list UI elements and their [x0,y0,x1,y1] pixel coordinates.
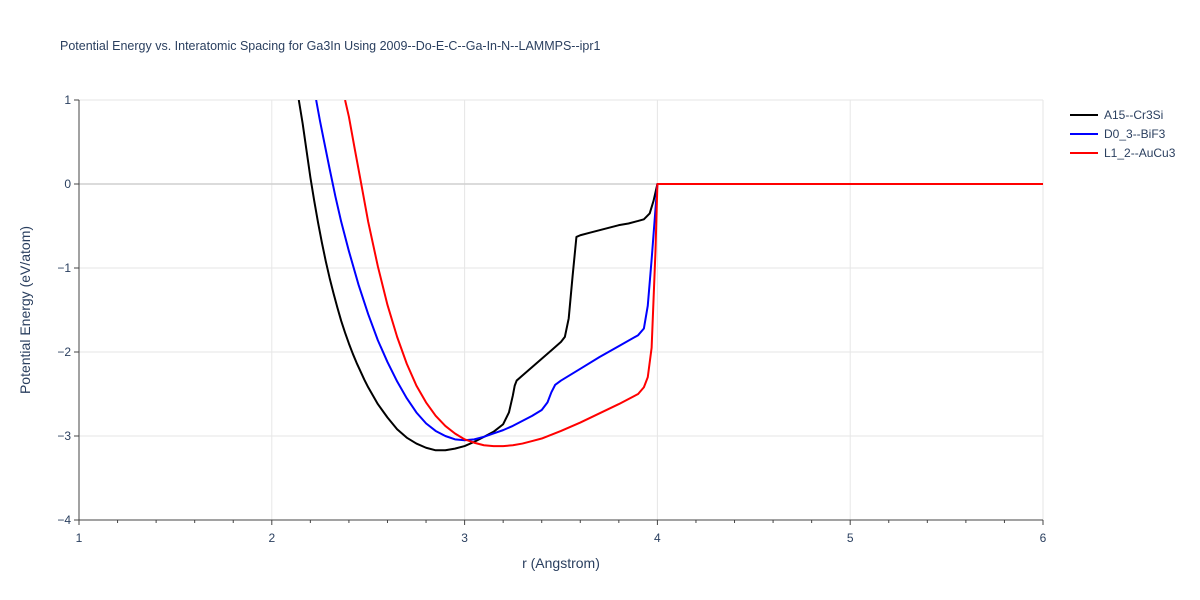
series-line-3 [344,100,1043,448]
y-tick-label: −2 [57,345,71,359]
x-tick-label: 5 [847,531,854,545]
legend-label: L1_2--AuCu3 [1104,146,1176,160]
x-tick-label: 6 [1040,531,1047,545]
plot-area [297,100,1043,452]
y-axis-title: Potential Energy (eV/atom) [17,226,33,394]
y-tick-label: −4 [57,513,71,527]
legend: A15--Cr3Si D0_3--BiF3 L1_2--AuCu3 [1070,108,1176,160]
x-tick-label: 2 [268,531,275,545]
y-axis-ticks: −4 −3 −2 −1 0 1 [57,93,79,527]
y-tick-label: −1 [57,261,71,275]
x-tick-label: 3 [461,531,468,545]
series-line-1 [297,100,1043,452]
x-tick-label: 1 [76,531,83,545]
x-axis-ticks: 1 2 3 4 5 6 [76,520,1047,545]
grid [79,99,1044,520]
legend-label: A15--Cr3Si [1104,108,1163,122]
x-tick-label: 4 [654,531,661,545]
y-tick-label: −3 [57,429,71,443]
series-line-2 [315,100,1043,442]
chart-title: Potential Energy vs. Interatomic Spacing… [60,39,601,53]
y-tick-label: 0 [64,177,71,191]
legend-label: D0_3--BiF3 [1104,127,1166,141]
x-axis-title: r (Angstrom) [522,555,600,571]
axes [78,100,1043,521]
y-tick-label: 1 [64,93,71,107]
